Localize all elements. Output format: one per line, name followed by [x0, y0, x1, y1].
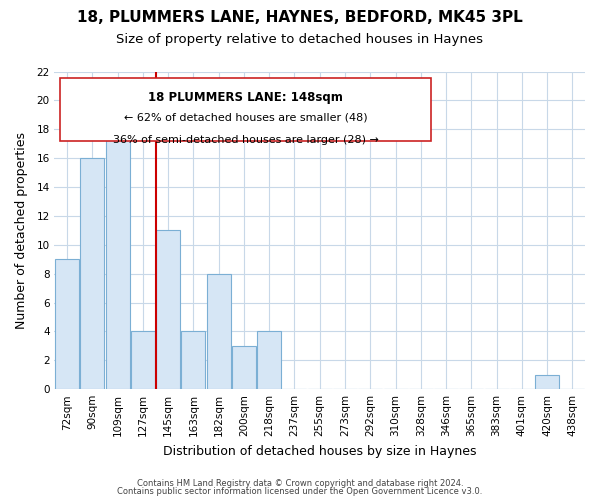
Bar — [80, 158, 104, 389]
Bar — [55, 259, 79, 389]
Text: Size of property relative to detached houses in Haynes: Size of property relative to detached ho… — [116, 32, 484, 46]
Text: ← 62% of detached houses are smaller (48): ← 62% of detached houses are smaller (48… — [124, 113, 367, 123]
Bar — [232, 346, 256, 389]
Bar — [257, 332, 281, 389]
X-axis label: Distribution of detached houses by size in Haynes: Distribution of detached houses by size … — [163, 444, 476, 458]
Text: 18, PLUMMERS LANE, HAYNES, BEDFORD, MK45 3PL: 18, PLUMMERS LANE, HAYNES, BEDFORD, MK45… — [77, 10, 523, 25]
Bar — [131, 332, 155, 389]
Bar — [206, 274, 230, 389]
FancyBboxPatch shape — [60, 78, 431, 142]
Text: 36% of semi-detached houses are larger (28) →: 36% of semi-detached houses are larger (… — [113, 135, 379, 145]
Text: 18 PLUMMERS LANE: 148sqm: 18 PLUMMERS LANE: 148sqm — [148, 90, 343, 104]
Bar — [106, 130, 130, 389]
Y-axis label: Number of detached properties: Number of detached properties — [15, 132, 28, 329]
Text: Contains HM Land Registry data © Crown copyright and database right 2024.: Contains HM Land Registry data © Crown c… — [137, 478, 463, 488]
Bar — [181, 332, 205, 389]
Bar — [535, 374, 559, 389]
Text: Contains public sector information licensed under the Open Government Licence v3: Contains public sector information licen… — [118, 487, 482, 496]
Bar — [156, 230, 180, 389]
